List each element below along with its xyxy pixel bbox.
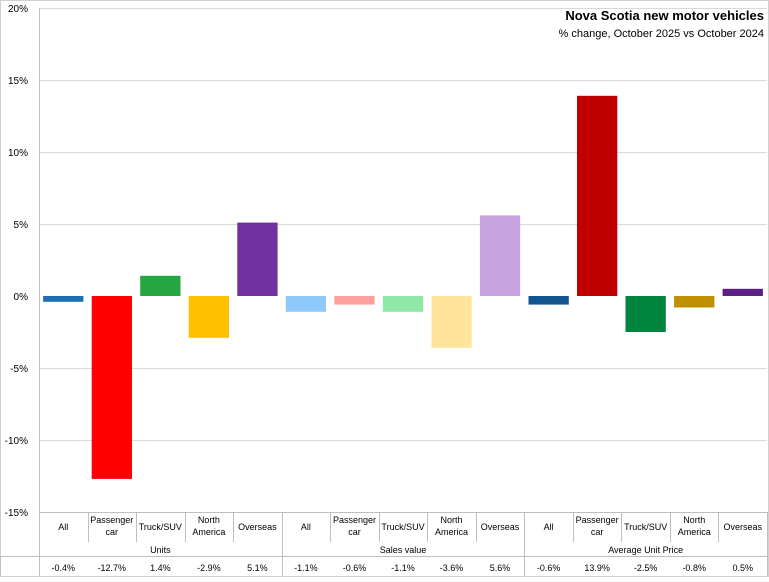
category-label-line: Passenger: [90, 515, 133, 525]
category-label-line: North: [441, 515, 463, 525]
category-label-line: America: [678, 527, 711, 537]
category-label-line: America: [435, 527, 468, 537]
category-label: Passenger car: [576, 515, 619, 537]
axes: 20% 15% 10% 5% 0% -5% -10% -15%: [0, 4, 768, 576]
bar: [140, 275, 181, 296]
category-label: Overseas: [238, 522, 277, 532]
value-label: 13.9%: [584, 563, 610, 573]
group-label: Units: [150, 545, 171, 555]
category-label: All: [301, 522, 311, 532]
bar: [722, 288, 763, 296]
category-label: North America: [678, 515, 711, 537]
bar: [237, 222, 278, 296]
value-label: -1.1%: [391, 563, 415, 573]
category-label-line: car: [106, 527, 119, 537]
value-label: -2.5%: [634, 563, 658, 573]
group-label: Average Unit Price: [608, 545, 683, 555]
bar: [43, 296, 84, 302]
category-label: Passenger car: [333, 515, 376, 537]
category-label: All: [58, 522, 68, 532]
category-label-line: car: [348, 527, 361, 537]
y-tick-label: 15%: [8, 76, 28, 87]
category-label: Passenger car: [90, 515, 133, 537]
value-label: -3.6%: [440, 563, 464, 573]
category-label-line: America: [192, 527, 225, 537]
value-label: 5.1%: [247, 563, 268, 573]
y-tick-label: -15%: [5, 508, 28, 519]
value-label: 1.4%: [150, 563, 171, 573]
bar: [479, 215, 521, 296]
bar: [625, 296, 666, 332]
labels: All -0.4% Passenger car -12.7% Truck/SUV 1.4% N…: [52, 515, 763, 573]
category-label: Truck/SUV: [381, 522, 424, 532]
y-tick-label: 10%: [8, 148, 28, 159]
bar: [674, 296, 715, 308]
bar: [188, 296, 229, 338]
category-label: Truck/SUV: [624, 522, 667, 532]
category-label-line: car: [591, 527, 604, 537]
bar: [285, 296, 327, 312]
y-tick-label: 20%: [8, 4, 28, 15]
chart-subtitle: % change, October 2025 vs October 2024: [559, 28, 764, 40]
category-label: Truck/SUV: [139, 522, 182, 532]
value-label: -1.1%: [294, 563, 318, 573]
category-label-line: North: [198, 515, 220, 525]
value-label: 0.5%: [732, 563, 753, 573]
y-tick-label: -5%: [10, 364, 28, 375]
chart-title: Nova Scotia new motor vehicles: [565, 8, 764, 23]
category-label-line: Passenger: [333, 515, 376, 525]
bar: [528, 296, 569, 305]
category-label-line: Passenger: [576, 515, 619, 525]
y-tick-label: 5%: [14, 220, 29, 231]
value-label: 5.6%: [490, 563, 511, 573]
bars: [43, 95, 763, 479]
category-label-line: North: [683, 515, 705, 525]
value-label: -2.9%: [197, 563, 221, 573]
value-label: -12.7%: [98, 563, 127, 573]
bar: [431, 296, 472, 348]
value-label: -0.8%: [682, 563, 706, 573]
bar: [577, 95, 618, 296]
category-label: Overseas: [723, 522, 762, 532]
bar: [91, 296, 132, 479]
category-label: Overseas: [481, 522, 520, 532]
value-label: -0.6%: [343, 563, 367, 573]
group-label: Sales value: [380, 545, 427, 555]
y-tick-label: -10%: [5, 436, 28, 447]
value-label: -0.4%: [52, 563, 76, 573]
bar: [382, 296, 424, 312]
category-label: North America: [192, 515, 225, 537]
category-label: All: [544, 522, 554, 532]
bar: [334, 296, 375, 305]
value-label: -0.6%: [537, 563, 561, 573]
y-tick-label: 0%: [14, 292, 29, 303]
category-label: North America: [435, 515, 468, 537]
